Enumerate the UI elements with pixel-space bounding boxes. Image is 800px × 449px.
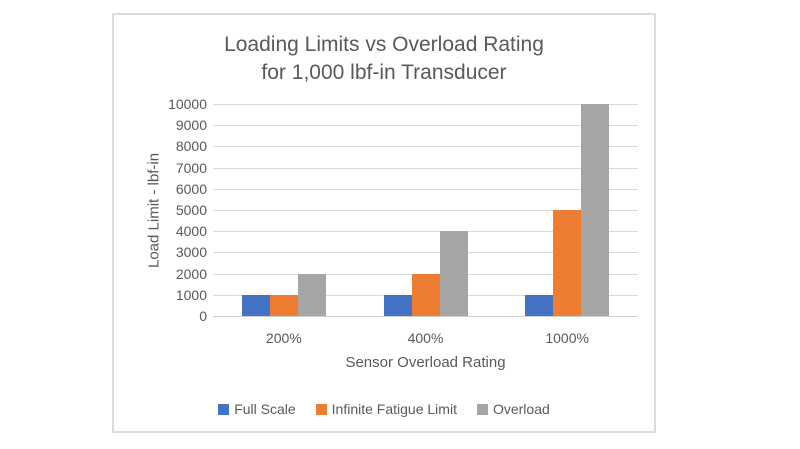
gridline-10000 [213, 104, 638, 105]
y-tick-label-5000: 5000 [175, 202, 207, 218]
y-tick-label-0: 0 [199, 308, 207, 324]
y-tick-label-3000: 3000 [175, 244, 207, 261]
legend-item-full-scale: Full Scale [218, 401, 296, 417]
gridline-3000 [213, 252, 638, 254]
chart-title-block: Loading Limits vs Overload Rating for 1,… [114, 31, 654, 87]
legend-item-infinite-fatigue-limit: Infinite Fatigue Limit [315, 401, 457, 417]
legend: Full Scale Infinite Fatigue Limit Overload [114, 401, 654, 417]
plot-area [213, 104, 638, 317]
y-tick-label-9000: 9000 [175, 117, 207, 134]
bar-overload-400 [439, 231, 468, 316]
x-category-label-1000: 1000% [545, 330, 589, 346]
legend-item-overload: Overload [476, 401, 550, 417]
chart-container: Loading Limits vs Overload Rating for 1,… [112, 13, 656, 433]
y-tick-label-2000: 2000 [175, 265, 207, 282]
legend-label-infinite-fatigue-limit: Infinite Fatigue Limit [331, 401, 457, 417]
gridline-7000 [213, 167, 638, 169]
bar-infinite-fatigue-limit-400 [411, 273, 440, 316]
gridline-6000 [213, 188, 638, 190]
gridline-5000 [213, 210, 638, 211]
legend-swatch-overload [476, 403, 488, 415]
legend-swatch-infinite-fatigue-limit [315, 403, 327, 415]
y-tick-label-8000: 8000 [175, 138, 207, 155]
chart-subtitle: for 1,000 lbf-in Transducer [261, 61, 507, 84]
bar-overload-1000 [581, 104, 610, 316]
bar-full-scale-200 [241, 294, 270, 316]
bar-overload-200 [297, 273, 326, 316]
x-axis-title: Sensor Overload Rating [345, 354, 506, 371]
bar-full-scale-1000 [525, 294, 554, 316]
gridline-8000 [213, 146, 638, 148]
bar-infinite-fatigue-limit-1000 [553, 210, 582, 316]
legend-swatch-full-scale [218, 403, 230, 415]
y-tick-label-10000: 10000 [168, 96, 207, 112]
bar-full-scale-400 [383, 294, 412, 316]
y-tick-label-6000: 6000 [175, 180, 207, 197]
legend-label-full-scale: Full Scale [234, 401, 296, 417]
y-tick-label-1000: 1000 [175, 286, 207, 303]
x-category-label-200: 200% [265, 330, 302, 346]
bar-infinite-fatigue-limit-200 [269, 294, 298, 316]
legend-label-overload: Overload [492, 401, 550, 417]
x-category-label-400: 400% [407, 330, 444, 346]
gridline-9000 [213, 125, 638, 127]
y-tick-label-7000: 7000 [175, 159, 207, 176]
chart-title: Loading Limits vs Overload Rating [224, 33, 544, 56]
gridline-4000 [213, 231, 638, 233]
y-tick-label-4000: 4000 [175, 223, 207, 240]
